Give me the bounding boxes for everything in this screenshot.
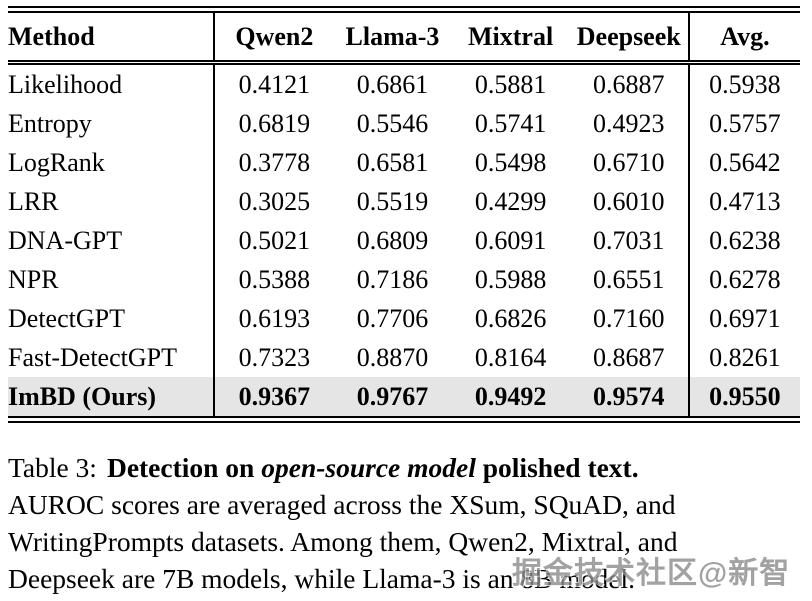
table-row: Entropy 0.6819 0.5546 0.5741 0.4923 0.57… — [8, 104, 800, 143]
caption-label: Table 3: — [8, 452, 97, 483]
method-cell: LogRank — [8, 147, 105, 177]
score-cell: 0.4299 — [474, 186, 547, 216]
score-cell: 0.8870 — [356, 342, 429, 372]
score-cell: 0.5519 — [356, 186, 429, 216]
score-cell: 0.6581 — [356, 147, 429, 177]
auroc-results-table: Method Qwen2 Llama-3 Mixtral Deepseek Av… — [8, 6, 800, 423]
avg-cell: 0.9550 — [687, 377, 800, 420]
avg-cell: 0.5642 — [687, 143, 800, 182]
score-cell: 0.5498 — [474, 147, 547, 177]
score-cell: 0.7160 — [592, 303, 665, 333]
score-cell: 0.6861 — [356, 69, 429, 99]
table-body: Likelihood 0.4121 0.6861 0.5881 0.6887 0… — [8, 62, 800, 420]
score-cell: 0.5021 — [213, 221, 334, 260]
score-cell: 0.9574 — [592, 381, 665, 411]
table-row: LogRank 0.3778 0.6581 0.5498 0.6710 0.56… — [8, 143, 800, 182]
method-cell: DNA-GPT — [8, 225, 123, 255]
score-cell: 0.8687 — [592, 342, 665, 372]
table-row: Likelihood 0.4121 0.6861 0.5881 0.6887 0… — [8, 62, 800, 104]
col-header-avg: Avg. — [687, 9, 800, 65]
avg-cell: 0.6238 — [687, 221, 800, 260]
method-cell: Likelihood — [8, 69, 123, 99]
method-cell: ImBD (Ours) — [8, 381, 157, 411]
score-cell: 0.5988 — [474, 264, 547, 294]
caption-line-4: Deepseek are 7B models, while Llama-3 is… — [8, 563, 635, 594]
score-cell: 0.5546 — [356, 108, 429, 138]
score-cell: 0.4121 — [213, 62, 334, 104]
table-row: Fast-DetectGPT 0.7323 0.8870 0.8164 0.86… — [8, 338, 800, 377]
method-cell: DetectGPT — [8, 303, 125, 333]
avg-cell: 0.4713 — [687, 182, 800, 221]
caption-bold-lead: Detection on — [106, 452, 255, 483]
col-header-llama3: Llama-3 — [333, 9, 452, 65]
score-cell: 0.6809 — [356, 225, 429, 255]
method-cell: LRR — [8, 186, 59, 216]
col-header-method: Method — [8, 9, 215, 65]
score-cell: 0.9492 — [474, 381, 547, 411]
method-cell: Fast-DetectGPT — [8, 342, 177, 372]
score-cell: 0.7186 — [356, 264, 429, 294]
caption-bold-tail: polished text. — [482, 452, 639, 483]
score-cell: 0.6826 — [474, 303, 547, 333]
score-cell: 0.7031 — [592, 225, 665, 255]
score-cell: 0.6010 — [592, 186, 665, 216]
header-row: Method Qwen2 Llama-3 Mixtral Deepseek Av… — [8, 9, 800, 65]
score-cell: 0.9767 — [356, 381, 429, 411]
table-caption: Table 3: Detection on open-source model p… — [8, 449, 808, 597]
method-cell: NPR — [8, 264, 59, 294]
score-cell: 0.7323 — [213, 338, 334, 377]
watermark-text: 掘金技术社区@新智元 — [512, 557, 791, 590]
table-row: LRR 0.3025 0.5519 0.4299 0.6010 0.4713 — [8, 182, 800, 221]
avg-cell: 0.5757 — [687, 104, 800, 143]
score-cell: 0.6887 — [592, 69, 665, 99]
score-cell: 0.8164 — [474, 342, 547, 372]
caption-line-3: WritingPrompts datasets. Among them, Qwe… — [8, 526, 678, 557]
score-cell: 0.6551 — [592, 264, 665, 294]
table-row: DetectGPT 0.6193 0.7706 0.6826 0.7160 0.… — [8, 299, 800, 338]
score-cell: 0.6091 — [474, 225, 547, 255]
score-cell: 0.6819 — [213, 104, 334, 143]
score-cell: 0.4923 — [592, 108, 665, 138]
col-header-qwen2: Qwen2 — [213, 9, 334, 65]
table-row: DNA-GPT 0.5021 0.6809 0.6091 0.7031 0.62… — [8, 221, 800, 260]
avg-cell: 0.5938 — [687, 62, 800, 104]
caption-line-1: Table 3: Detection on open-source model p… — [8, 449, 808, 486]
score-cell: 0.9367 — [213, 377, 334, 420]
score-cell: 0.3778 — [213, 143, 334, 182]
method-cell: Entropy — [8, 108, 92, 138]
avg-cell: 0.6278 — [687, 260, 800, 299]
col-header-mixtral: Mixtral — [451, 9, 570, 65]
table-row: NPR 0.5388 0.7186 0.5988 0.6551 0.6278 — [8, 260, 800, 299]
score-cell: 0.5741 — [474, 108, 547, 138]
score-cell: 0.6710 — [592, 147, 665, 177]
table-row-ours-highlighted: ImBD (Ours) 0.9367 0.9767 0.9492 0.9574 … — [8, 377, 800, 420]
score-cell: 0.5388 — [213, 260, 334, 299]
avg-cell: 0.6971 — [687, 299, 800, 338]
caption-bold-italic: open-source model — [261, 452, 476, 483]
table-header: Method Qwen2 Llama-3 Mixtral Deepseek Av… — [8, 9, 800, 65]
score-cell: 0.7706 — [356, 303, 429, 333]
caption-line-2: AUROC scores are averaged across the XSu… — [8, 489, 676, 520]
avg-cell: 0.8261 — [687, 338, 800, 377]
col-header-deepseek: Deepseek — [569, 9, 689, 65]
score-cell: 0.3025 — [213, 182, 334, 221]
score-cell: 0.5881 — [474, 69, 547, 99]
score-cell: 0.6193 — [213, 299, 334, 338]
